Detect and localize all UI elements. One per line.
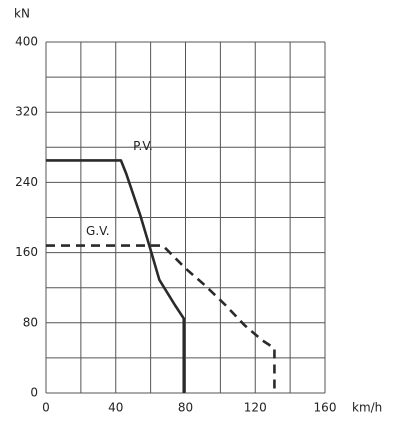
line [46, 244, 276, 393]
x-tick-label: 160 [314, 401, 337, 415]
x-tick-label: 120 [244, 401, 267, 415]
y-tick-label: 400 [15, 35, 38, 49]
series-label: P.V. [133, 139, 153, 153]
y-tick-label: 0 [30, 386, 38, 400]
y-tick-label: 80 [23, 315, 38, 329]
y-tick-label: 240 [15, 175, 38, 189]
y-axis-label: kN [14, 7, 30, 21]
x-axis-label: km/h [352, 401, 382, 415]
x-tick-label: 80 [178, 401, 193, 415]
x-tick-label: 0 [42, 401, 50, 415]
y-tick-label: 320 [15, 105, 38, 119]
line [46, 159, 186, 393]
series-label: G.V. [86, 224, 110, 238]
x-tick-label: 40 [108, 401, 123, 415]
y-tick-label: 160 [15, 245, 38, 259]
